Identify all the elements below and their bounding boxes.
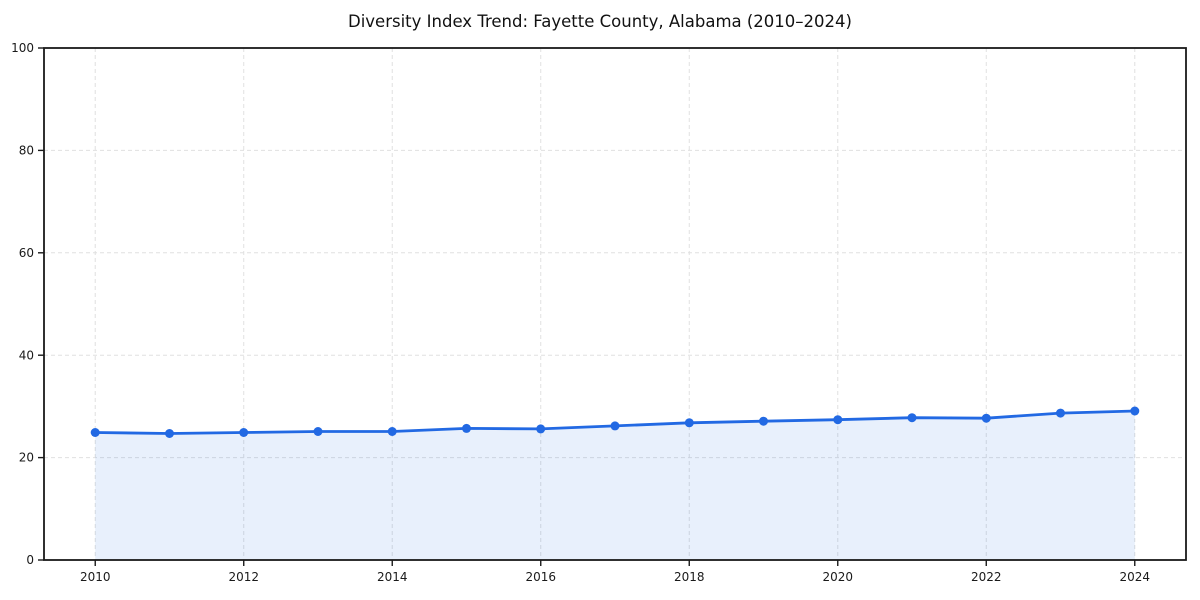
y-tick-label: 60: [19, 246, 34, 260]
x-tick-label: 2018: [674, 570, 705, 584]
x-tick-label: 2024: [1119, 570, 1150, 584]
data-point-2011: [165, 429, 174, 438]
area-fill: [95, 411, 1135, 560]
data-point-2015: [462, 423, 471, 433]
y-tick-label: 0: [26, 553, 34, 567]
data-point-2014: [387, 427, 397, 436]
data-point-2023: [1056, 408, 1065, 418]
data-point-2020: [833, 415, 843, 425]
chart-title: Diversity Index Trend: Fayette County, A…: [348, 12, 852, 31]
data-point-2016: [536, 424, 546, 434]
data-point-2022: [981, 413, 991, 423]
data-point-2024: [1130, 406, 1140, 416]
plot-border: [43, 47, 1187, 561]
y-tick-label: 20: [19, 451, 34, 465]
data-point-2021: [907, 413, 917, 423]
x-tick-label: 2012: [228, 570, 259, 584]
data-point-2010: [90, 428, 100, 437]
data-point-2019: [759, 416, 768, 426]
y-tick-label: 80: [19, 143, 34, 157]
data-point-2012: [239, 428, 249, 437]
data-point-2018: [684, 418, 694, 428]
x-tick-label: 2020: [822, 570, 853, 584]
x-tick-label: 2010: [80, 570, 111, 584]
y-tick-label: 40: [19, 348, 34, 362]
data-point-2013: [313, 427, 323, 436]
y-tick-label: 100: [11, 41, 34, 55]
data-point-2017: [610, 421, 620, 431]
x-tick-label: 2014: [377, 570, 408, 584]
x-tick-label: 2022: [971, 570, 1002, 584]
x-tick-label: 2016: [525, 570, 556, 584]
